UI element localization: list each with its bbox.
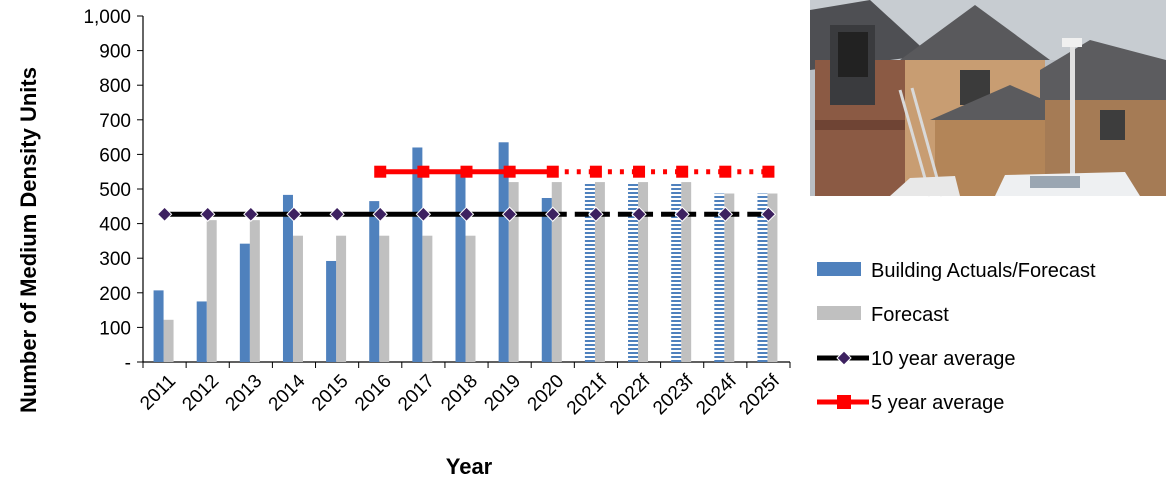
forecast-bar [551, 182, 562, 362]
y-tick-label: 400 [99, 215, 131, 236]
five-year-average-point [676, 165, 689, 178]
forecast-bar [292, 235, 303, 362]
legend-label-3: 5 year average [871, 392, 1004, 414]
building-actuals-bar [326, 260, 337, 362]
x-tick-label: 2011 [136, 371, 180, 415]
building-actuals-bar [196, 301, 207, 362]
y-tick-label: 600 [99, 145, 131, 166]
forecast-bar [594, 182, 605, 362]
x-tick-label: 2017 [394, 371, 439, 416]
ten-year-average-point [631, 206, 647, 222]
building-actuals-bar [153, 290, 164, 362]
ten-year-average-point [717, 206, 734, 222]
building-actuals-bar [671, 182, 682, 362]
forecast-bar [379, 235, 390, 362]
legend-label-2: 10 year average [871, 348, 1016, 370]
forecast-bar [336, 235, 347, 362]
forecast-bar [422, 235, 433, 362]
five-year-average-point [589, 165, 602, 178]
bars [153, 142, 778, 362]
y-tick-label: - [125, 353, 131, 374]
x-axis-title: Year [446, 454, 493, 479]
ten-year-average-point [415, 206, 432, 222]
y-tick-label: 300 [99, 249, 131, 270]
y-tick-label: 1,000 [83, 7, 131, 28]
x-tick-labels: 2011201220132014201520162017201820192020… [136, 370, 784, 419]
x-tick-label: 2025f [735, 370, 784, 419]
building-actuals-bar [541, 197, 552, 362]
forecast-bar [724, 193, 735, 362]
y-tick-label: 800 [99, 76, 131, 97]
five-year-average-point [460, 165, 473, 178]
building-actuals-bar [498, 142, 509, 362]
five-year-average-point [503, 165, 516, 178]
y-tick-labels: - 100 200 300 400 500 600 700 800 900 1,000 [83, 7, 131, 374]
x-tick-label: 2016 [351, 371, 396, 416]
legend-marker-2 [836, 350, 852, 366]
x-tick-label: 2024f [692, 370, 741, 419]
legend: Building Actuals/Forecast Forecast 10 year… [817, 260, 1096, 414]
x-tick-label: 2020 [524, 371, 569, 416]
building-actuals-bar [714, 193, 725, 362]
ten-year-average-point [372, 206, 388, 222]
building-actuals-bar [412, 147, 423, 362]
ten-year-average-point [156, 206, 173, 222]
forecast-bar [206, 220, 217, 362]
ten-year-average-point [199, 206, 216, 222]
five-year-average-point [762, 165, 775, 178]
x-tick-label: 2022f [606, 370, 655, 419]
legend-swatch-0 [817, 262, 861, 276]
ten-year-average-point [286, 206, 302, 222]
y-axis-title: Number of Medium Density Units [16, 67, 41, 413]
y-tick-label: 100 [99, 318, 131, 339]
forecast-bar [638, 182, 649, 362]
x-tick-label: 2021f [563, 370, 612, 419]
building-actuals-bar [455, 171, 466, 362]
x-tick-label: 2012 [178, 371, 223, 416]
ten-year-average-point [243, 206, 259, 222]
ten-year-average-point [674, 206, 690, 222]
five-year-average-point [633, 165, 646, 178]
building-actuals-bar [239, 243, 250, 362]
ten-year-average-point [545, 206, 561, 222]
ten-year-average-point [329, 206, 345, 222]
x-tick-label: 2013 [222, 371, 267, 416]
building-actuals-bar [369, 201, 380, 362]
building-actuals-bar [757, 193, 768, 362]
y-tick-label: 900 [99, 42, 131, 63]
forecast-bar [249, 220, 260, 362]
forecast-bar [163, 319, 174, 362]
five-year-average-point [417, 165, 430, 178]
five-year-average-point [374, 165, 387, 178]
forecast-bar [767, 193, 778, 362]
average-lines [156, 165, 777, 222]
x-tick-label: 2014 [265, 370, 310, 415]
ten-year-average-point [501, 206, 518, 222]
x-tick-label: 2018 [437, 371, 482, 416]
building-actuals-bar [282, 194, 293, 362]
y-tick-label: 700 [99, 111, 131, 132]
legend-label-1: Forecast [871, 304, 949, 326]
forecast-bar [681, 182, 692, 362]
legend-swatch-1 [817, 306, 861, 320]
five-year-average-point [546, 165, 559, 178]
house-construction-photo [810, 0, 1166, 197]
y-tick-label: 500 [99, 180, 131, 201]
building-actuals-bar [584, 182, 595, 362]
ten-year-average-point [458, 206, 475, 222]
building-actuals-bar [628, 182, 639, 362]
x-tick-label: 2019 [480, 371, 525, 416]
forecast-bar [508, 182, 519, 362]
legend-label-0: Building Actuals/Forecast [871, 260, 1096, 282]
ten-year-average-point [760, 206, 777, 222]
five-year-average-point [719, 165, 732, 178]
ten-year-average-point [588, 206, 604, 222]
y-tick-label: 200 [99, 284, 131, 305]
legend-marker-3 [837, 395, 851, 409]
forecast-bar [465, 235, 476, 362]
x-tick-label: 2023f [649, 370, 698, 419]
x-tick-label: 2015 [308, 371, 353, 416]
